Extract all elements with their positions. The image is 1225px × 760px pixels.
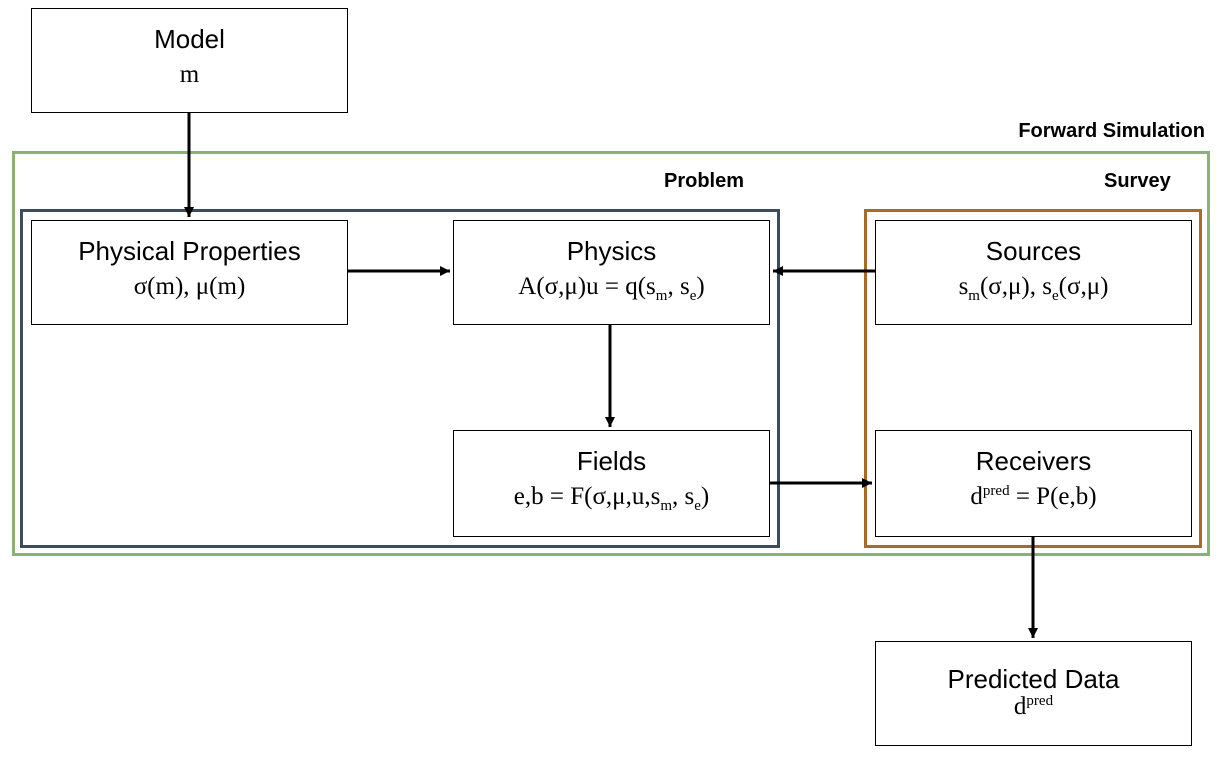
forward-simulation-group [12, 151, 1210, 556]
physics-box: Physics A(σ,μ)u = q(sm, se) [453, 220, 770, 325]
predicted-data-equation: dpred [1013, 693, 1054, 720]
problem-label: Problem [664, 170, 745, 192]
model-equation: m [179, 61, 200, 88]
physics-equation: A(σ,μ)u = q(sm, se) [518, 273, 705, 304]
physical-properties-box: Physical Properties σ(m), μ(m) [31, 220, 348, 325]
fields-title: Fields [576, 446, 647, 476]
physics-title: Physics [566, 236, 657, 266]
sources-title: Sources [985, 236, 1082, 266]
sources-equation: sm(σ,μ), se(σ,μ) [958, 273, 1109, 304]
receivers-box: Receivers dpred = P(e,b) [875, 430, 1192, 537]
sources-box: Sources sm(σ,μ), se(σ,μ) [875, 220, 1192, 325]
physical-properties-equation: σ(m), μ(m) [133, 273, 246, 300]
physical-properties-title: Physical Properties [78, 236, 301, 266]
forward-simulation-label: Forward Simulation [1018, 120, 1205, 142]
model-title: Model [154, 24, 225, 54]
survey-label: Survey [1104, 170, 1171, 192]
model-box: Model m [31, 8, 348, 113]
problem-group [20, 209, 780, 548]
receivers-title: Receivers [975, 446, 1092, 476]
predicted-data-title: Predicted Data [947, 664, 1120, 694]
fields-box: Fields e,b = F(σ,μ,u,sm, se) [453, 430, 770, 537]
predicted-data-box: Predicted Data dpred [875, 641, 1192, 746]
receivers-equation: dpred = P(e,b) [970, 483, 1097, 510]
fields-equation: e,b = F(σ,μ,u,sm, se) [513, 483, 710, 514]
